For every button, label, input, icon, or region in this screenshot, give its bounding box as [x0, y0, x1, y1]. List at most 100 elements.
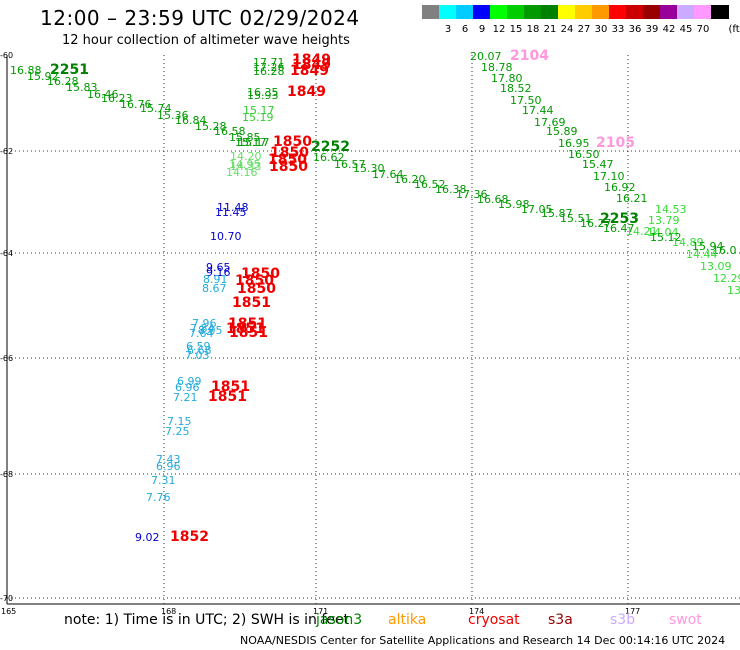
- wave-height-label: 15.30: [353, 162, 385, 175]
- wave-height-label: 7.15: [167, 415, 192, 428]
- pass-time-label: 1850: [270, 145, 309, 161]
- pass-time-label: 1852: [170, 529, 209, 545]
- legend-satellite-jason3: jason3: [316, 612, 363, 628]
- wave-height-label: 9.16: [206, 266, 231, 279]
- wave-height-label: 18.52: [500, 82, 532, 95]
- wave-height-label: 16.95: [558, 137, 590, 150]
- wave-height-label: 17.64: [372, 168, 404, 181]
- legend-note: note: 1) Time is in UTC; 2) SWH is in fe…: [64, 612, 350, 628]
- wave-height-label: 13.79: [648, 214, 680, 227]
- colorbar-tick-label: 9: [478, 24, 486, 35]
- latitude-tick-label: -62: [0, 147, 13, 156]
- wave-height-label: 16.23: [101, 92, 133, 105]
- longitude-tick-label: 165: [1, 607, 16, 616]
- wave-height-label: 6.68: [187, 344, 212, 357]
- wave-height-label: 16.47: [603, 222, 635, 235]
- wave-height-label: 16.28: [253, 65, 285, 78]
- wave-height-label: 16.38: [435, 183, 467, 196]
- wave-height-label: 16.76: [120, 98, 152, 111]
- wave-height-label: 14.53: [655, 203, 687, 216]
- wave-height-label: 9.02: [135, 531, 160, 544]
- wave-height-label: 7.64: [189, 327, 214, 340]
- longitude-tick-label: 177: [625, 607, 640, 616]
- latitude-tick-label: -60: [0, 51, 13, 60]
- wave-height-label: 15.17: [235, 136, 267, 149]
- colorbar-swatch: [524, 5, 542, 19]
- wave-height-label: 6.96: [175, 381, 200, 394]
- wave-height-label: 15.17: [243, 104, 275, 117]
- colorbar-tick-label: 70: [696, 24, 710, 35]
- wave-height-label: 14.04: [647, 226, 679, 239]
- wave-height-label: 16.50: [568, 148, 600, 161]
- wave-height-label: 16.84: [175, 114, 207, 127]
- wave-height-label: 8.67: [202, 282, 227, 295]
- pass-time-label: 1850: [237, 281, 276, 297]
- wave-height-label: 15.92: [27, 70, 59, 83]
- wave-height-label: 16.35: [247, 86, 279, 99]
- pass-time-label: 2252: [311, 139, 350, 155]
- wave-height-label: 15.12: [650, 231, 682, 244]
- colorbar-tick-label: 15: [509, 24, 523, 35]
- wave-height-label: 16.46: [87, 88, 119, 101]
- colorbar-swatch: [507, 5, 525, 19]
- wave-height-label: 15.93: [247, 89, 279, 102]
- wave-height-label: 17.05: [521, 203, 553, 216]
- colorbar-swatch: [643, 5, 661, 19]
- colorbar-swatch: [490, 5, 508, 19]
- colorbar-tick-label: 18: [526, 24, 540, 35]
- wave-height-label: 15.28: [195, 120, 227, 133]
- wave-height-label: 9.65: [206, 261, 231, 274]
- wave-height-label: 16.57: [334, 158, 366, 171]
- colorbar-tick-label: 24: [560, 24, 574, 35]
- colorbar-swatch: [711, 5, 729, 19]
- wave-height-label: 7.96: [192, 317, 217, 330]
- wave-height-label: 12.29: [713, 272, 740, 285]
- legend-satellite-s3b: s3b: [610, 612, 636, 628]
- wave-height-label: 13.09: [700, 260, 732, 273]
- wave-height-label: 16.28: [47, 75, 79, 88]
- legend-satellite-altika: altika: [388, 612, 427, 628]
- wave-height-label: 16.21: [616, 192, 648, 205]
- colorbar-swatch: [439, 5, 457, 19]
- wave-height-label: 15.51: [560, 212, 592, 225]
- wave-height-label: 14.95: [229, 158, 261, 171]
- wave-height-label: 6.96: [156, 460, 181, 473]
- wave-height-label: 16.52: [414, 178, 446, 191]
- colorbar-tick-label: 27: [577, 24, 591, 35]
- wave-height-label: 17.50: [510, 94, 542, 107]
- wave-height-label: 15.87: [541, 207, 573, 220]
- wave-height-label: 17.10: [593, 170, 625, 183]
- colorbar-tick-label: 36: [628, 24, 642, 35]
- colorbar-swatch: [541, 5, 559, 19]
- pass-time-label: 1849: [292, 57, 331, 73]
- pass-time-label: 1850: [235, 273, 274, 289]
- pass-time-label: 1849: [287, 84, 326, 100]
- wave-height-label: 15.94: [692, 240, 724, 253]
- colorbar-tick-label: 21: [543, 24, 557, 35]
- wave-height-label: 8.91: [203, 273, 228, 286]
- pass-time-label: 1850: [269, 159, 308, 175]
- colorbar-swatch: [473, 5, 491, 19]
- wave-height-label: 14.89: [672, 236, 704, 249]
- pass-time-label: 2253: [600, 211, 639, 227]
- wave-height-label: 16.20: [394, 173, 426, 186]
- wave-height-label: 16.88: [10, 64, 42, 77]
- wave-height-label: 14.21: [626, 225, 658, 238]
- pass-time-label: 2251: [50, 62, 89, 78]
- wave-height-label: 8.05: [198, 324, 223, 337]
- colorbar-swatch: [558, 5, 576, 19]
- wave-height-label: 7.21: [173, 391, 198, 404]
- wave-height-label: 14.33: [230, 160, 262, 173]
- wave-height-label: 10.70: [210, 230, 242, 243]
- wave-height-label: 7.43: [156, 453, 181, 466]
- wave-height-label: 15.89: [546, 125, 578, 138]
- wave-height-label: 7.84: [190, 322, 215, 335]
- wave-height-label: 17.36: [456, 188, 488, 201]
- colorbar-swatch: [677, 5, 695, 19]
- credit-line: NOAA/NESDIS Center for Satellite Applica…: [240, 634, 726, 647]
- legend-satellite-cryosat: cryosat: [468, 612, 520, 628]
- wave-height-label: 14.20: [230, 150, 262, 163]
- wave-height-label: 15.98: [498, 198, 530, 211]
